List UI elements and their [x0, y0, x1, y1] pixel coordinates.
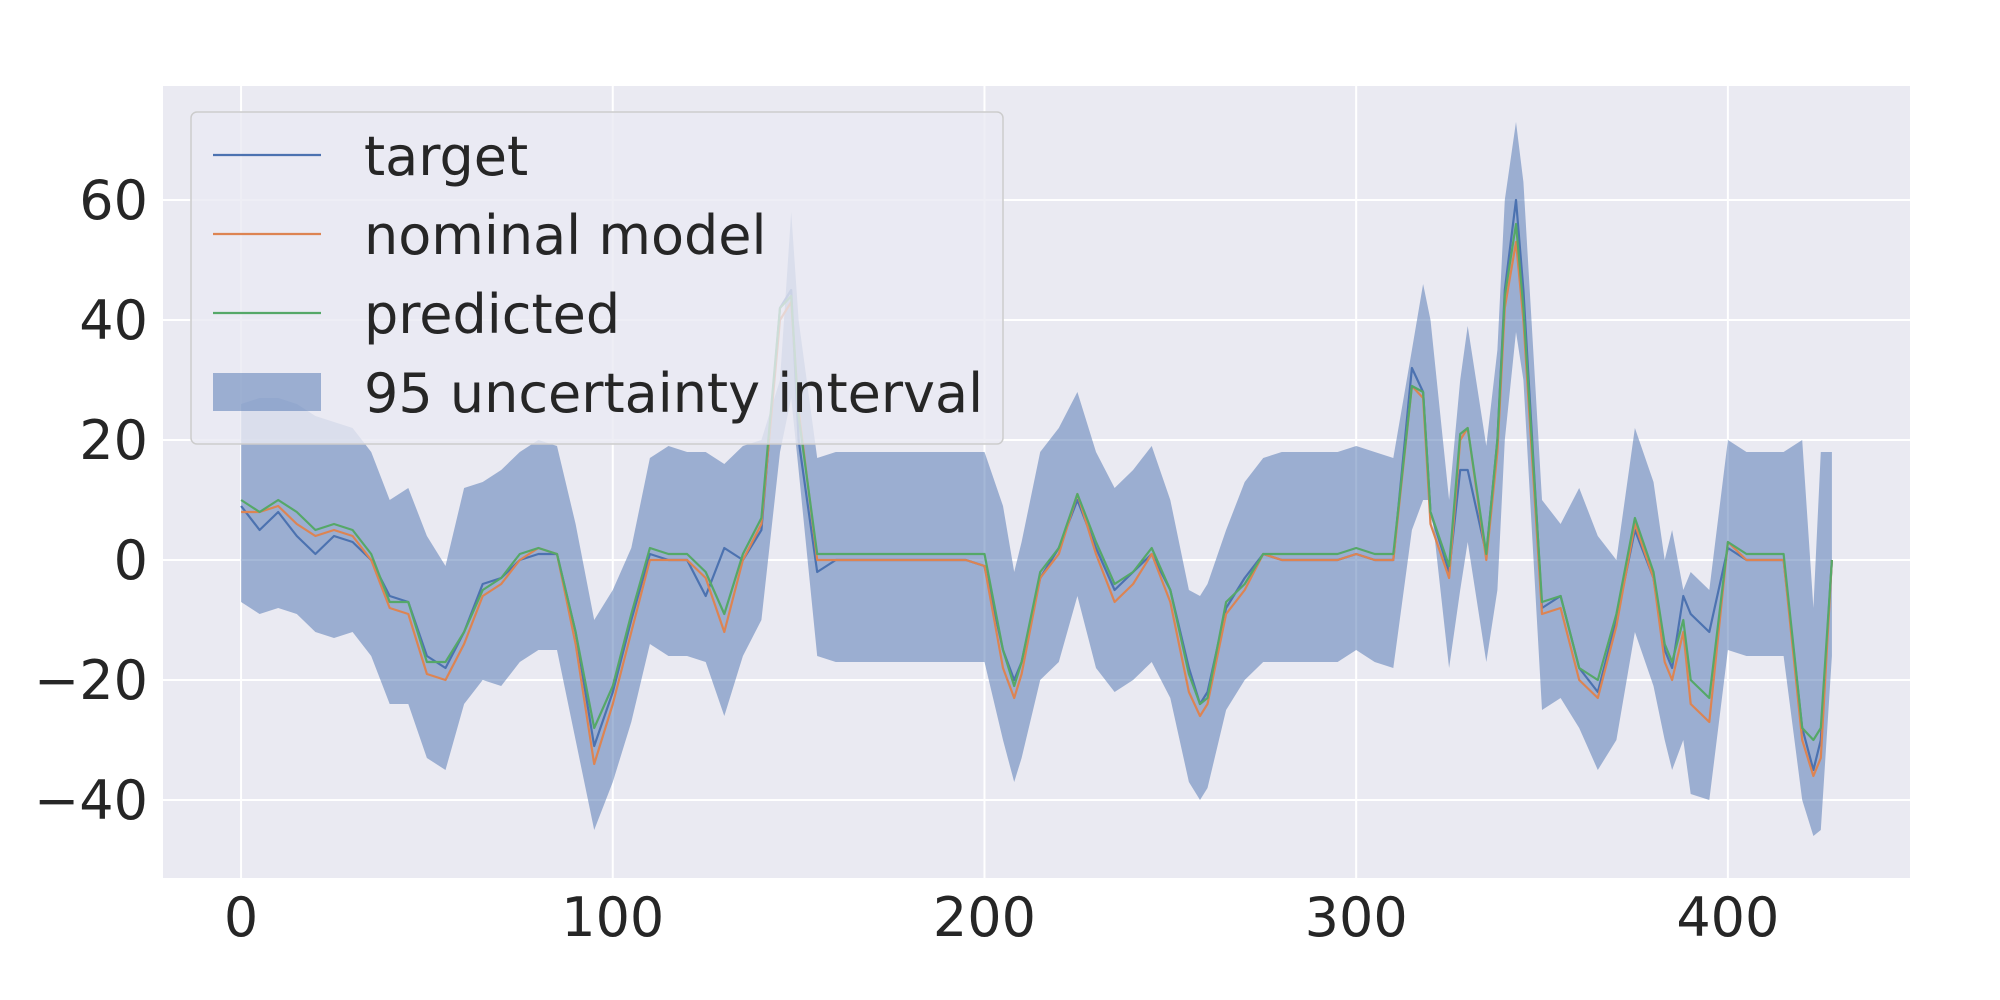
y-tick-label: 40 [79, 289, 148, 352]
y-tick-label: 0 [114, 529, 148, 592]
x-tick-label: 100 [561, 886, 664, 949]
legend-key-uncertainty [213, 373, 321, 411]
series-layer [240, 198, 1833, 778]
x-tick-label: 0 [224, 886, 258, 949]
legend-label-predicted: predicted [364, 283, 620, 346]
legend: target nominal model predicted 95 uncertain… [190, 111, 1004, 445]
target-line [240, 198, 1833, 772]
y-tick-label: −40 [34, 769, 148, 832]
y-tick-label: 20 [79, 409, 148, 472]
x-tick-label: 300 [1305, 886, 1408, 949]
tick-labels: 0 100 200 300 400 −40 −20 0 20 40 60 [34, 169, 1779, 949]
legend-label-nominal-model: nominal model [364, 204, 767, 267]
uncertainty-band [241, 122, 1832, 836]
legend-label-target: target [364, 125, 528, 188]
predicted-line [240, 222, 1833, 742]
legend-box [190, 111, 1004, 445]
legend-label-uncertainty: 95 uncertainty interval [364, 362, 983, 425]
y-tick-label: −20 [34, 649, 148, 712]
x-tick-label: 400 [1676, 886, 1779, 949]
x-tick-label: 200 [933, 886, 1036, 949]
y-tick-label: 60 [79, 169, 148, 232]
uncertainty-band-layer [241, 122, 1832, 836]
